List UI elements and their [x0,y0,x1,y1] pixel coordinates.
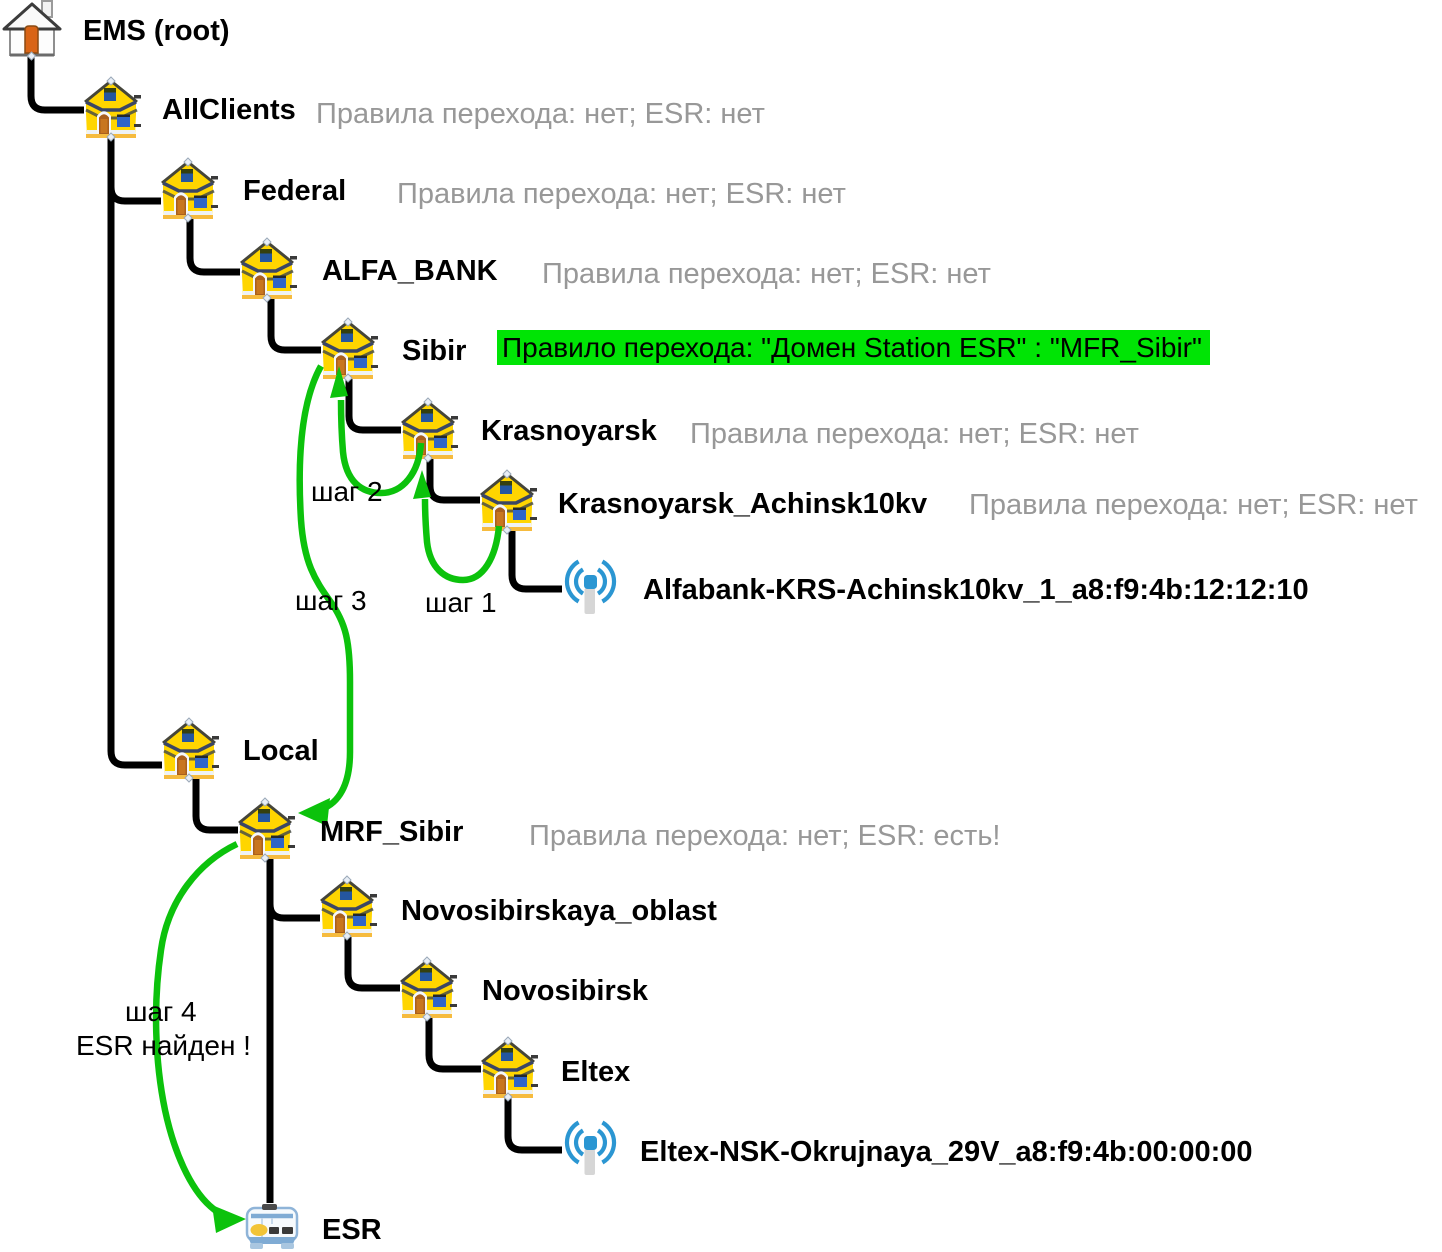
svg-text:Правила перехода: нет; ESR: не: Правила перехода: нет; ESR: нет [542,258,991,290]
svg-text:ESR: ESR [322,1214,382,1246]
svg-text:Правила перехода: нет; ESR: ес: Правила перехода: нет; ESR: есть! [529,820,1001,852]
svg-text:шаг 2: шаг 2 [311,476,383,507]
svg-text:Правило перехода: "Домен Stati: Правило перехода: "Домен Station ESR" : … [502,332,1202,363]
svg-text:Правила перехода: нет; ESR: не: Правила перехода: нет; ESR: нет [690,418,1139,450]
svg-text:EMS (root): EMS (root) [83,15,230,47]
svg-text:Sibir: Sibir [402,335,466,367]
svg-text:ALFA_BANK: ALFA_BANK [322,255,498,287]
svg-text:шаг 1: шаг 1 [425,587,497,618]
svg-text:Krasnoyarsk: Krasnoyarsk [481,415,658,447]
svg-text:Local: Local [243,735,319,767]
svg-text:AllClients: AllClients [162,94,296,126]
svg-text:ESR найден !: ESR найден ! [76,1030,251,1061]
svg-text:Правила перехода: нет; ESR: не: Правила перехода: нет; ESR: нет [316,98,765,130]
svg-text:Novosibirskaya_oblast: Novosibirskaya_oblast [401,895,717,927]
svg-text:Eltex: Eltex [561,1056,630,1088]
svg-text:шаг 4: шаг 4 [125,996,197,1027]
svg-text:Eltex-NSK-Okrujnaya_29V_a8:f9:: Eltex-NSK-Okrujnaya_29V_a8:f9:4b:00:00:0… [640,1136,1253,1168]
svg-text:Alfabank-KRS-Achinsk10kv_1_a8:: Alfabank-KRS-Achinsk10kv_1_a8:f9:4b:12:1… [643,574,1309,606]
svg-text:Правила перехода: нет; ESR: не: Правила перехода: нет; ESR: нет [969,489,1418,521]
svg-text:Правила перехода: нет; ESR: не: Правила перехода: нет; ESR: нет [397,178,846,210]
svg-text:Novosibirsk: Novosibirsk [482,975,649,1007]
svg-text:Krasnoyarsk_Achinsk10kv: Krasnoyarsk_Achinsk10kv [558,488,927,520]
svg-text:шаг 3: шаг 3 [295,585,367,616]
svg-text:Federal: Federal [243,175,346,207]
svg-text:MRF_Sibir: MRF_Sibir [320,816,463,848]
